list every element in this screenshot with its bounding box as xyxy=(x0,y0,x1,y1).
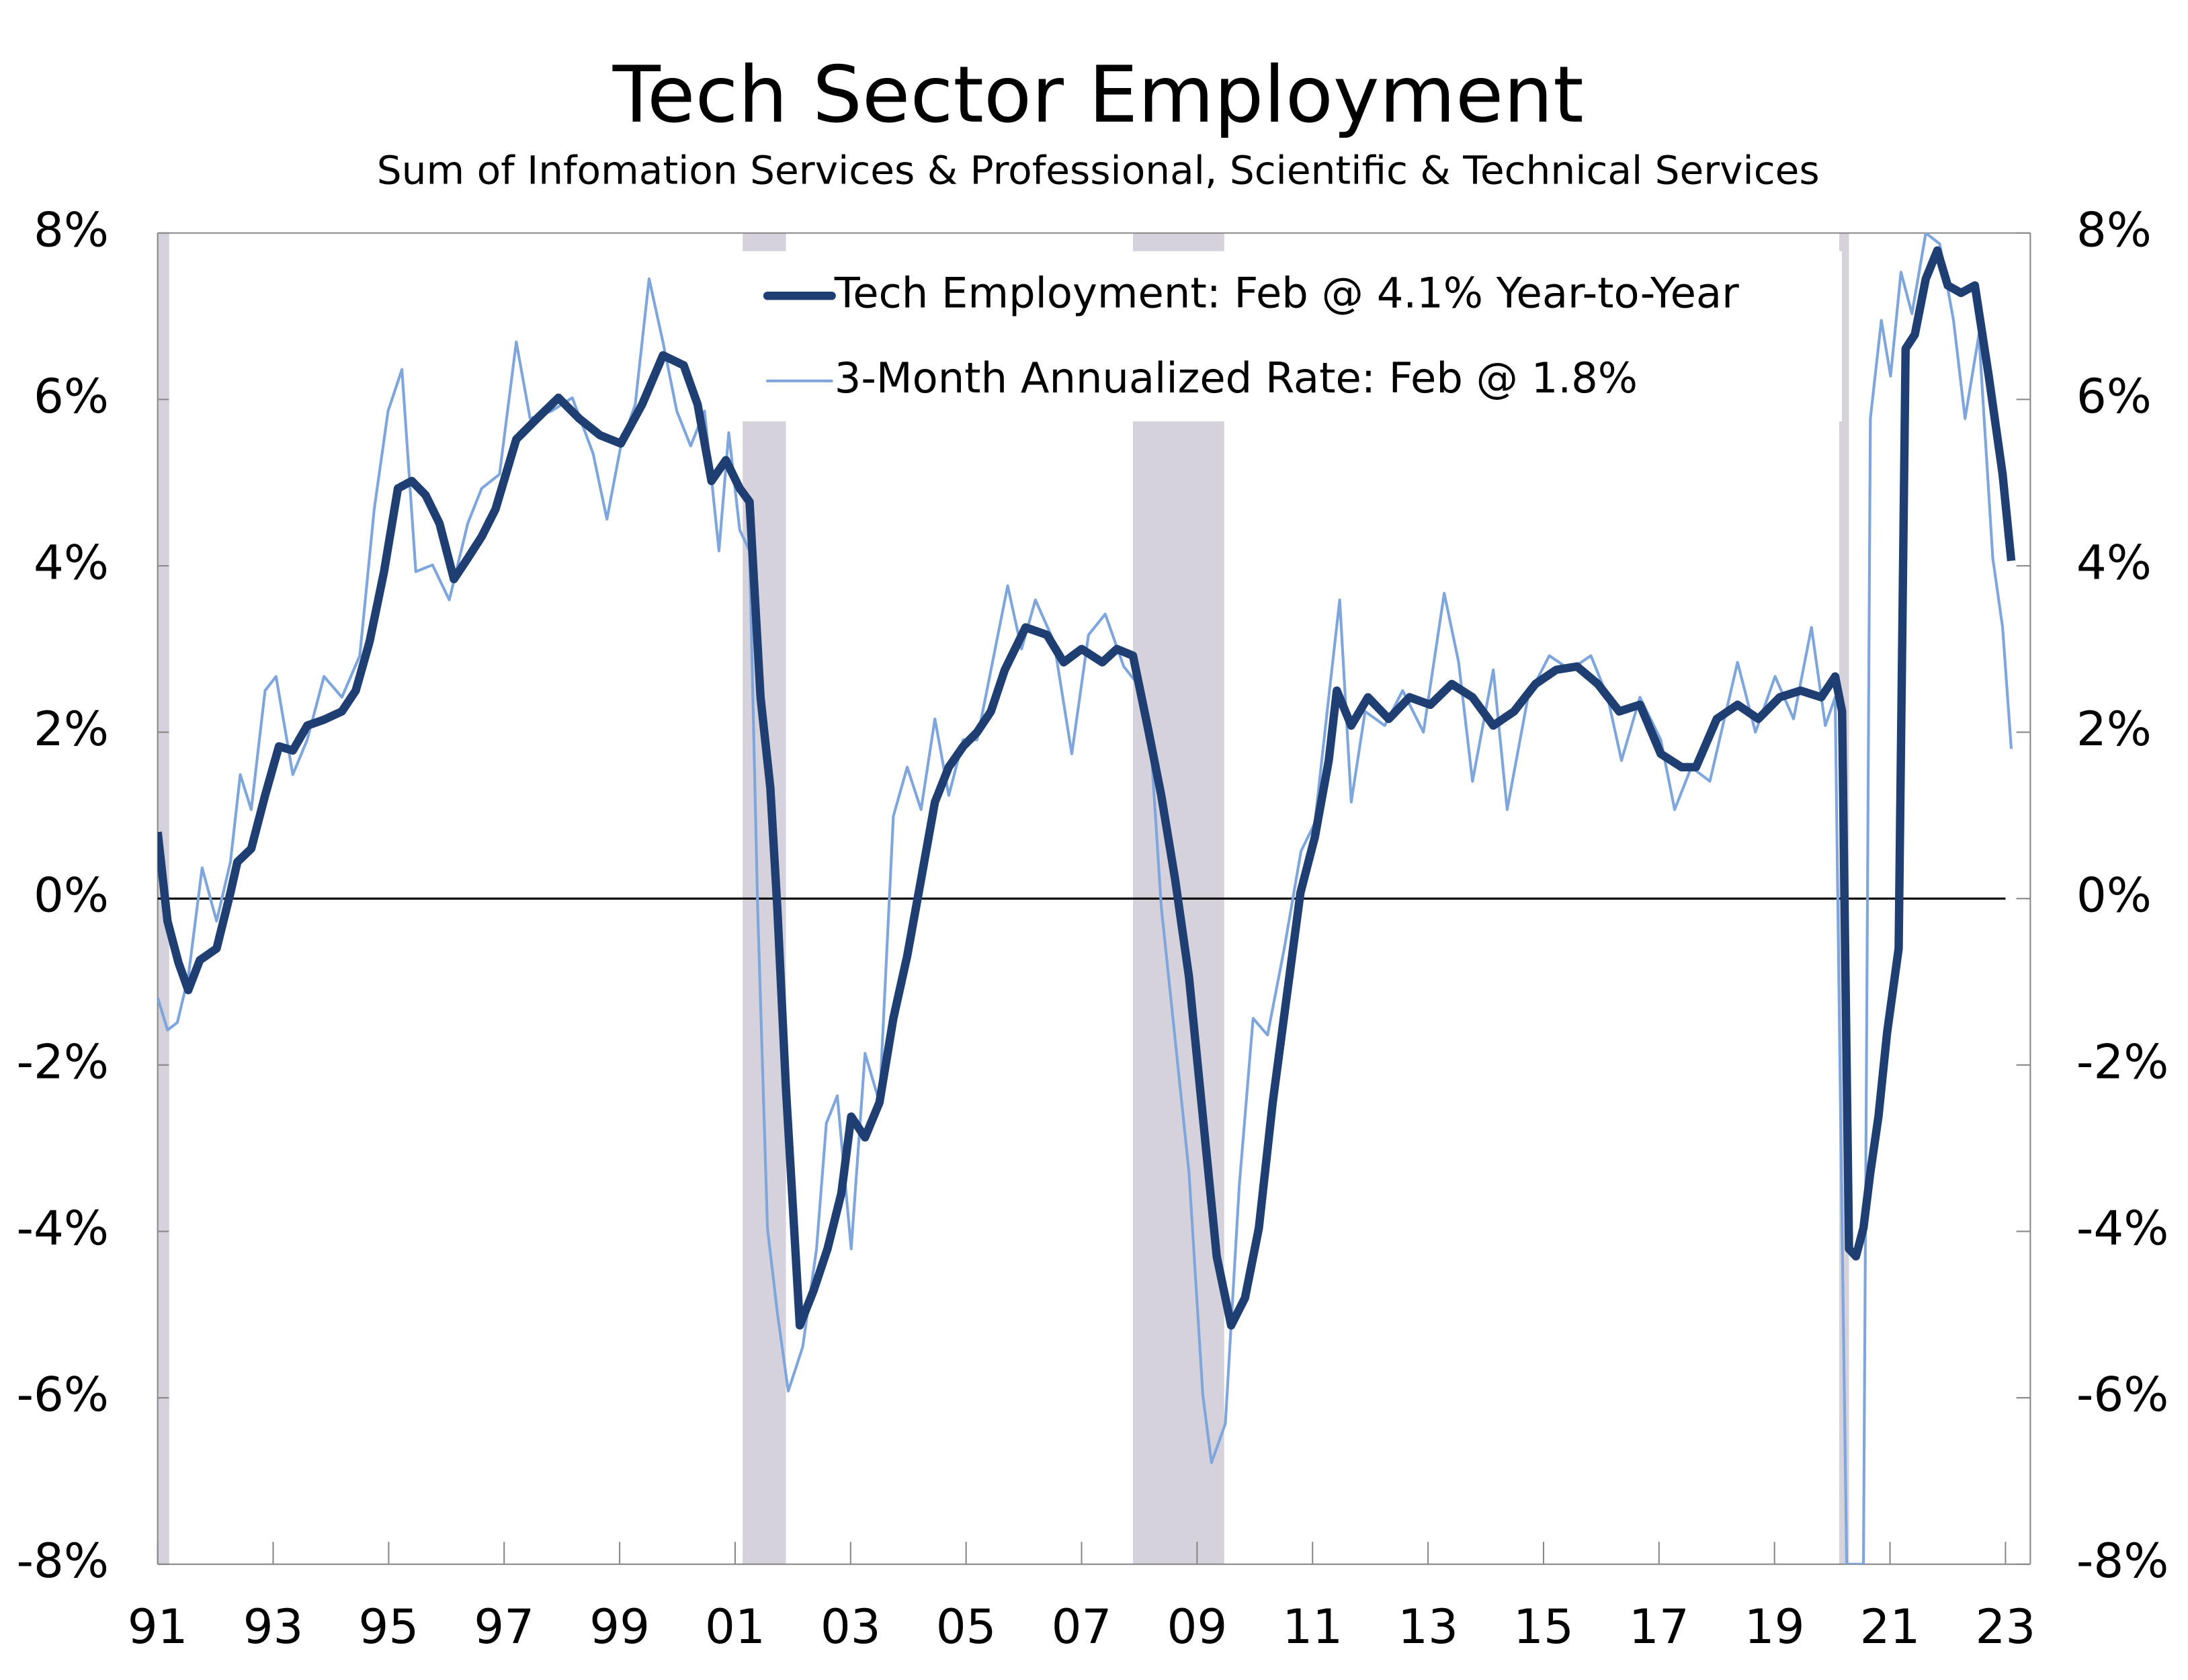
y-tick-label: -6% xyxy=(16,1367,108,1423)
x-tick-label: 99 xyxy=(589,1599,650,1654)
x-tick-label: 11 xyxy=(1282,1599,1343,1654)
x-tick-label: 15 xyxy=(1513,1599,1574,1654)
x-tick-label: 91 xyxy=(128,1599,188,1654)
chart-subtitle: Sum of Infomation Services & Professiona… xyxy=(377,148,1820,194)
x-tick-label: 95 xyxy=(358,1599,419,1654)
y-tick-label: 4% xyxy=(34,535,109,591)
y-tick-label: 6% xyxy=(34,368,109,424)
x-tick-label: 97 xyxy=(474,1599,534,1654)
x-tick-label: 03 xyxy=(820,1599,881,1654)
y2-tick-label: 4% xyxy=(2076,535,2152,591)
y2-tick-label: -4% xyxy=(2076,1200,2169,1256)
y-tick-label: 0% xyxy=(34,868,109,923)
y-tick-label: -2% xyxy=(16,1034,108,1089)
x-tick-label: 17 xyxy=(1629,1599,1689,1654)
y2-tick-label: 8% xyxy=(2076,202,2152,257)
legend-box xyxy=(739,251,1843,422)
y2-tick-label: 6% xyxy=(2076,368,2152,424)
y-tick-label: 8% xyxy=(34,202,109,257)
y-tick-label: -4% xyxy=(16,1200,108,1256)
y2-tick-label: 0% xyxy=(2076,868,2152,923)
x-tick-label: 07 xyxy=(1052,1599,1112,1654)
y2-tick-label: -8% xyxy=(2076,1533,2169,1589)
chart-title: Tech Sector Employment xyxy=(612,50,1584,140)
legend-label: 3-Month Annualized Rate: Feb @ 1.8% xyxy=(835,353,1638,403)
x-tick-label: 19 xyxy=(1744,1599,1805,1654)
x-tick-label: 21 xyxy=(1860,1599,1921,1654)
x-tick-label: 09 xyxy=(1167,1599,1227,1654)
x-tick-label: 01 xyxy=(705,1599,765,1654)
y-tick-label: -8% xyxy=(16,1533,108,1589)
y2-tick-label: -2% xyxy=(2076,1034,2169,1089)
x-tick-label: 93 xyxy=(243,1599,304,1654)
x-tick-label: 23 xyxy=(1975,1599,2035,1654)
y2-tick-label: -6% xyxy=(2076,1367,2169,1423)
y2-tick-label: 2% xyxy=(2076,701,2152,757)
x-tick-label: 05 xyxy=(936,1599,997,1654)
legend-label: Tech Employment: Feb @ 4.1% Year-to-Year xyxy=(834,268,1739,317)
x-tick-label: 13 xyxy=(1398,1599,1458,1654)
y-tick-label: 2% xyxy=(34,701,109,757)
series-line xyxy=(157,246,2016,1330)
